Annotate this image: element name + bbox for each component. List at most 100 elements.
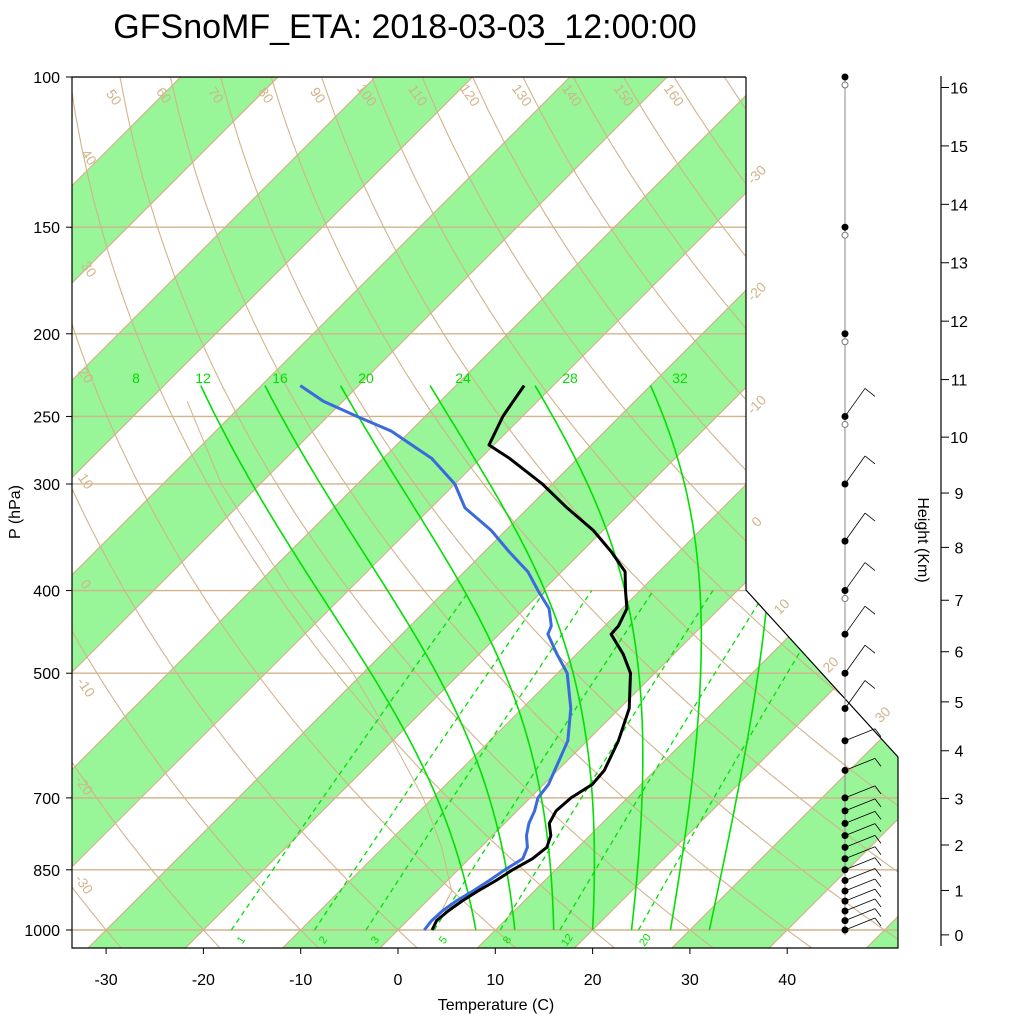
- height-tick-label: 4: [955, 744, 964, 761]
- wind-barb: [864, 562, 876, 571]
- moist-adiabat-label: 28: [562, 370, 578, 386]
- isotherm-label: -10: [744, 392, 770, 418]
- moist-adiabat: [649, 385, 703, 931]
- isotherm-band: [477, 77, 898, 948]
- isotherm-line: [574, 77, 898, 948]
- p-tick-label: 700: [33, 791, 60, 808]
- height-tick-label: 16: [950, 80, 968, 97]
- moist-adiabat: [429, 385, 596, 930]
- height-tick-label: 5: [955, 695, 964, 712]
- wind-barb: [844, 908, 876, 921]
- height-tick-label: 1: [955, 883, 964, 900]
- p-tick-label: 100: [33, 70, 60, 87]
- dry-adiabat-label: 10: [75, 470, 97, 492]
- wind-barb: [874, 811, 882, 820]
- height-axis-label: Height (Km): [914, 497, 931, 582]
- height-tick-label: 0: [955, 928, 964, 945]
- wind-barb: [844, 846, 876, 860]
- height-tick-label: 15: [950, 139, 968, 156]
- wind-level-dot: [841, 330, 849, 338]
- moist-adiabat-label: 24: [455, 370, 471, 386]
- wind-missing-marker: [841, 420, 849, 428]
- isotherm-line: [671, 77, 898, 948]
- x-axis-label: Temperature (C): [438, 997, 554, 1014]
- dry-adiabat: [72, 77, 221, 948]
- isotherm-line: [964, 38, 1024, 948]
- x-tick-label: -10: [289, 972, 312, 989]
- moist-adiabat-label: 12: [195, 370, 211, 386]
- wind-barb: [844, 823, 876, 836]
- dry-adiabat: [308, 77, 898, 948]
- y-axis-label: P (hPa): [7, 485, 24, 539]
- moist-adiabat-label: 32: [672, 370, 688, 386]
- x-tick-label: 40: [778, 972, 796, 989]
- wind-barb: [874, 758, 882, 767]
- height-tick-label: 6: [955, 645, 964, 662]
- height-tick-label: 11: [951, 373, 968, 390]
- wind-barb: [874, 878, 882, 888]
- dry-adiabat: [72, 77, 319, 948]
- wind-barb: [874, 823, 882, 832]
- p-tick-label: 200: [33, 327, 60, 344]
- isotherm-label: 20: [819, 653, 841, 675]
- dry-adiabat-label: 90: [307, 84, 329, 106]
- dry-adiabat: [72, 77, 615, 948]
- temperature-profile-line: [430, 384, 632, 931]
- mixing-ratio-label: 8: [501, 934, 514, 946]
- x-tick-label: 30: [681, 972, 699, 989]
- isotherm-line: [282, 77, 898, 948]
- wind-barb: [874, 835, 882, 844]
- wind-level-dot: [841, 223, 849, 231]
- isotherm-line: [72, 77, 415, 948]
- moist-adiabat: [264, 385, 516, 931]
- height-tick-label: 7: [955, 593, 964, 610]
- wind-barb: [844, 834, 876, 848]
- wind-barb: [864, 455, 876, 465]
- isotherm-line: [72, 77, 318, 948]
- height-tick-label: 2: [955, 838, 964, 855]
- parcel-profile-line: [186, 401, 453, 931]
- wind-barb: [844, 455, 866, 485]
- wind-barb: [844, 388, 866, 417]
- isotherm-line: [184, 77, 898, 948]
- height-tick-label: 3: [955, 791, 964, 808]
- moist-adiabat: [534, 385, 644, 931]
- p-tick-label: 150: [33, 220, 60, 237]
- mixing-ratio-label: 3: [369, 934, 382, 946]
- height-tick-label: 13: [950, 256, 968, 273]
- isotherm-band: [72, 77, 898, 948]
- wind-barb: [844, 785, 876, 799]
- isotherm-line: [476, 77, 898, 948]
- wind-barb: [874, 888, 882, 898]
- isotherm-line: [72, 77, 707, 948]
- dry-adiabat-label: 130: [509, 81, 536, 109]
- wind-barb: [844, 811, 876, 824]
- wind-missing-marker: [841, 231, 849, 239]
- wind-barb: [864, 644, 876, 654]
- wind-barb: [874, 898, 882, 908]
- moist-adiabat-label: 20: [358, 370, 374, 386]
- height-tick-label: 8: [955, 540, 964, 557]
- dry-adiabat-label: -30: [72, 871, 97, 897]
- mixing-ratio-label: 20: [637, 932, 654, 949]
- isotherm-label: -30: [744, 162, 770, 188]
- moist-adiabat-label: 8: [132, 370, 140, 386]
- wind-barb: [864, 680, 876, 689]
- wind-barb: [844, 898, 876, 912]
- x-tick-label: -20: [192, 972, 215, 989]
- p-tick-label: 400: [33, 584, 60, 601]
- wind-barb: [874, 846, 882, 855]
- mixing-ratio-line: [499, 590, 714, 931]
- height-tick-label: 9: [955, 486, 964, 503]
- moist-adiabat: [339, 385, 555, 930]
- dewpoint-profile-line: [299, 384, 573, 931]
- mixing-ratio-label: 5: [437, 934, 450, 946]
- p-tick-label: 850: [33, 863, 60, 880]
- wind-barb: [844, 562, 866, 591]
- wind-barb: [844, 917, 876, 931]
- wind-level-dot: [841, 73, 849, 81]
- x-tick-label: 20: [584, 972, 602, 989]
- wind-barb: [844, 888, 876, 902]
- wind-barb: [864, 512, 876, 522]
